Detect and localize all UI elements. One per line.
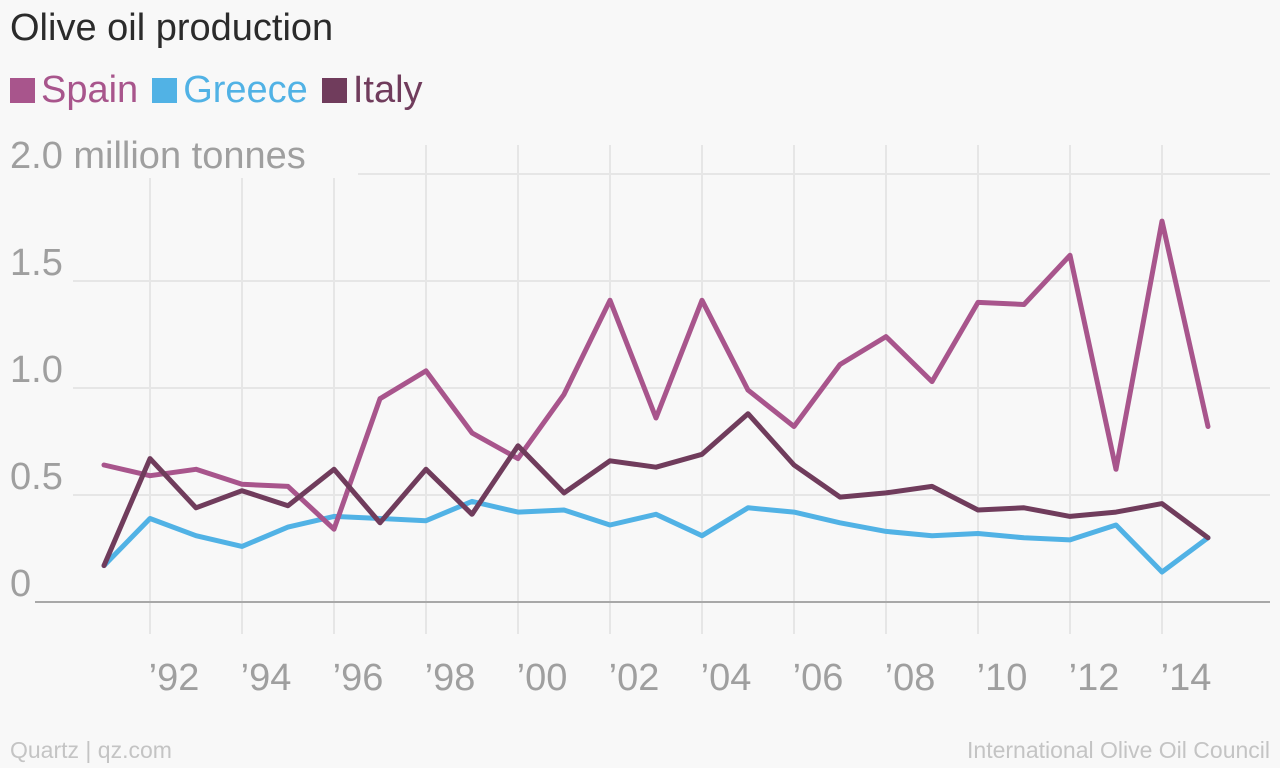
y-tick-label: 1.0 <box>10 349 63 391</box>
x-tick-label: ’96 <box>333 657 384 699</box>
legend-item-spain: Spain <box>10 69 139 112</box>
x-tick-label: ’04 <box>701 657 752 699</box>
y-tick-label: 1.5 <box>10 242 63 284</box>
y-axis-tick-labels: 0 0.5 1.0 1.5 2.0 million tonnes <box>0 134 358 606</box>
y-tick-label-background <box>0 134 358 178</box>
series-line-italy <box>101 411 1211 569</box>
x-tick-label: ’00 <box>517 657 568 699</box>
y-tick-label-background <box>0 455 73 499</box>
x-tick-label: ’08 <box>885 657 936 699</box>
y-tick-label-background <box>0 241 73 285</box>
legend-swatch-spain <box>10 78 35 104</box>
grid <box>0 145 1270 634</box>
x-tick-label: ’14 <box>1161 657 1212 699</box>
x-tick-label: ’92 <box>149 657 200 699</box>
series-lines <box>101 218 1211 575</box>
x-tick-label: ’02 <box>609 657 660 699</box>
x-axis-tick-labels: ’92 ’94 ’96 ’98 ’00 ’02 ’04 ’06 ’08 ’10 ’12 ’14 <box>149 657 1212 699</box>
legend-item-greece: Greece <box>152 69 308 112</box>
x-tick-label: ’12 <box>1069 657 1120 699</box>
y-tick-label-background <box>0 562 35 606</box>
series-line-greece <box>101 498 1211 575</box>
legend-swatch-greece <box>152 78 178 104</box>
x-tick-label: ’94 <box>241 657 292 699</box>
legend-swatch-italy <box>321 78 347 104</box>
y-tick-label: 0 <box>10 563 31 605</box>
x-tick-label: ’06 <box>793 657 844 699</box>
y-tick-label-background <box>0 348 73 392</box>
legend-label-greece: Greece <box>183 69 308 111</box>
x-tick-label: ’10 <box>977 657 1028 699</box>
legend: Spain Greece Italy <box>10 69 437 112</box>
chart-title: Olive oil production <box>10 7 334 49</box>
x-tick-label: ’98 <box>425 657 476 699</box>
series-line-spain <box>101 218 1211 532</box>
footer-source-quartz: Quartz | qz.com <box>10 737 172 763</box>
legend-item-italy: Italy <box>321 69 423 112</box>
legend-label-italy: Italy <box>352 69 423 111</box>
footer-data-credit: International Olive Oil Council <box>967 737 1270 763</box>
legend-label-spain: Spain <box>41 69 139 111</box>
y-tick-label: 2.0 million tonnes <box>10 135 306 177</box>
y-tick-label: 0.5 <box>10 456 63 498</box>
